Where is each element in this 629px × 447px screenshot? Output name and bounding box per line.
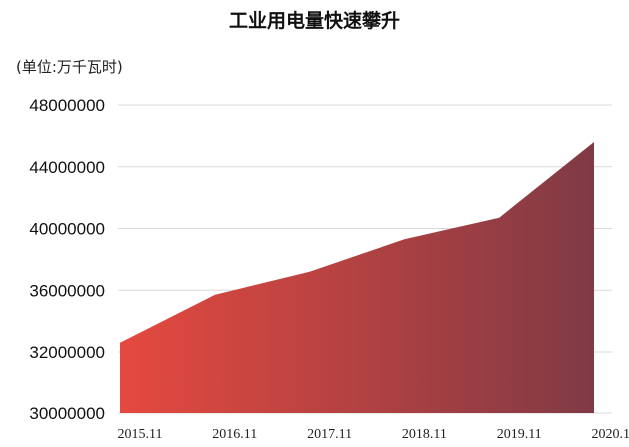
- x-tick-label: 2015.11: [118, 427, 163, 442]
- y-tick-label: 40000000: [29, 220, 105, 239]
- area-series: [120, 142, 594, 414]
- x-tick-label: 2020.11: [592, 427, 629, 442]
- x-tick-label: 2018.11: [402, 427, 447, 442]
- y-tick-label: 30000000: [29, 404, 105, 423]
- x-tick-label: 2019.11: [497, 427, 542, 442]
- x-tick-label: 2016.11: [212, 427, 257, 442]
- y-tick-label: 32000000: [29, 343, 105, 362]
- x-tick-label: 2017.11: [307, 427, 352, 442]
- unit-label: (单位:万千瓦时): [16, 58, 123, 76]
- chart-title: 工业用电量快速攀升: [228, 10, 400, 32]
- y-tick-label: 44000000: [29, 158, 105, 177]
- y-tick-label: 36000000: [29, 281, 105, 300]
- x-axis: 2015.11 2016.11 2017.11 2018.11 2019.11 2020.…: [118, 427, 629, 442]
- area-fill: [120, 142, 594, 414]
- y-tick-label: 48000000: [29, 96, 105, 115]
- y-axis: 48000000 44000000 40000000 36000000 32000000…: [29, 96, 105, 423]
